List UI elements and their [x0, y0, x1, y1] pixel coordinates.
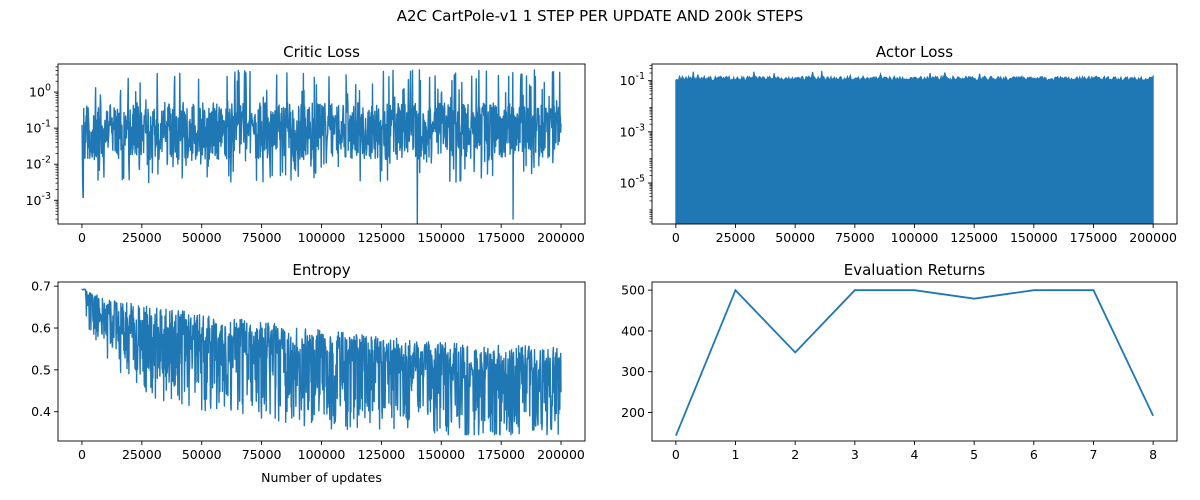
critic-xtick-label: 75000	[242, 230, 282, 245]
eval-xtick-label: 4	[911, 447, 919, 462]
eval-xtick-label: 5	[970, 447, 978, 462]
entropy-xtick-label: 125000	[358, 447, 406, 462]
critic-xtick-label: 125000	[358, 230, 406, 245]
critic-xtick-label: 50000	[182, 230, 222, 245]
actor-ytick-label: 10-5	[620, 174, 645, 191]
eval-title: Evaluation Returns	[844, 261, 986, 279]
actor-loss-panel: Actor Loss 0 25000 50000 75000 100000 125000 15…	[620, 43, 1178, 245]
critic-series-line	[81, 69, 562, 224]
entropy-xtick-label: 0	[78, 447, 86, 462]
eval-ytick-label: 500	[621, 283, 645, 298]
critic-title: Critic Loss	[283, 43, 360, 61]
critic-ytick-label: 10-1	[26, 119, 51, 136]
eval-ytick-label: 200	[621, 405, 645, 420]
eval-xtick-label: 6	[1030, 447, 1038, 462]
eval-xtick-label: 0	[672, 447, 680, 462]
entropy-xlabel: Number of updates	[261, 470, 382, 485]
eval-xtick-label: 8	[1149, 447, 1157, 462]
critic-xtick-label: 25000	[122, 230, 162, 245]
entropy-title: Entropy	[292, 261, 350, 279]
entropy-plot-area	[81, 288, 562, 436]
critic-xtick-label: 150000	[417, 230, 465, 245]
actor-title: Actor Loss	[876, 43, 953, 61]
entropy-ytick-label: 0.4	[31, 404, 51, 419]
eval-axes-frame	[651, 281, 1178, 442]
entropy-ytick-label: 0.5	[31, 362, 51, 377]
actor-ytick-label: 10-3	[620, 122, 645, 139]
entropy-xtick-label: 200000	[537, 447, 585, 462]
eval-ytick-label: 300	[621, 364, 645, 379]
actor-xtick-label: 175000	[1070, 230, 1118, 245]
actor-ytick-label: 10-1	[620, 71, 645, 88]
entropy-ytick-label: 0.7	[31, 279, 51, 294]
entropy-xtick-label: 175000	[477, 447, 525, 462]
actor-xtick-label: 125000	[950, 230, 998, 245]
evaluation-returns-panel: Evaluation Returns 0 1 2 3 4 5 6 7 8 200 300 400 500	[621, 261, 1178, 462]
actor-xtick-label: 100000	[891, 230, 939, 245]
actor-xtick-label: 150000	[1010, 230, 1058, 245]
critic-plot-area	[81, 69, 562, 224]
critic-loss-panel: Critic Loss 0 25000 50000 75000 100000 125000 1…	[26, 43, 586, 245]
actor-series-fill	[675, 70, 1154, 224]
entropy-xtick-label: 100000	[298, 447, 346, 462]
eval-xtick-label: 2	[791, 447, 799, 462]
eval-xtick-label: 7	[1090, 447, 1098, 462]
actor-plot-area	[675, 70, 1154, 224]
eval-series-line	[675, 288, 1154, 437]
entropy-panel: Entropy 0 25000 50000 75000 100000 125000 15000…	[31, 261, 586, 485]
critic-ytick-label: 10-3	[26, 191, 51, 208]
figure-suptitle: A2C CartPole-v1 1 STEP PER UPDATE AND 20…	[397, 7, 803, 25]
actor-xtick-label: 200000	[1129, 230, 1177, 245]
critic-xtick-label: 175000	[477, 230, 525, 245]
entropy-xtick-label: 25000	[122, 447, 162, 462]
eval-plot-area	[675, 288, 1154, 437]
actor-xtick-label: 0	[672, 230, 680, 245]
actor-xtick-label: 75000	[835, 230, 875, 245]
critic-xtick-label: 100000	[298, 230, 346, 245]
eval-xtick-label: 1	[732, 447, 740, 462]
critic-ytick-label: 10-2	[26, 155, 51, 172]
actor-xtick-label: 50000	[775, 230, 815, 245]
entropy-xtick-label: 150000	[417, 447, 465, 462]
entropy-ytick-label: 0.6	[31, 321, 51, 336]
actor-xtick-label: 25000	[716, 230, 756, 245]
eval-xtick-label: 3	[851, 447, 859, 462]
critic-xtick-label: 200000	[537, 230, 585, 245]
critic-xtick-label: 0	[78, 230, 86, 245]
entropy-series-line	[81, 288, 562, 436]
entropy-xtick-label: 50000	[182, 447, 222, 462]
critic-ytick-label: 100	[29, 83, 51, 100]
entropy-xtick-label: 75000	[242, 447, 282, 462]
eval-ytick-label: 400	[621, 323, 645, 338]
